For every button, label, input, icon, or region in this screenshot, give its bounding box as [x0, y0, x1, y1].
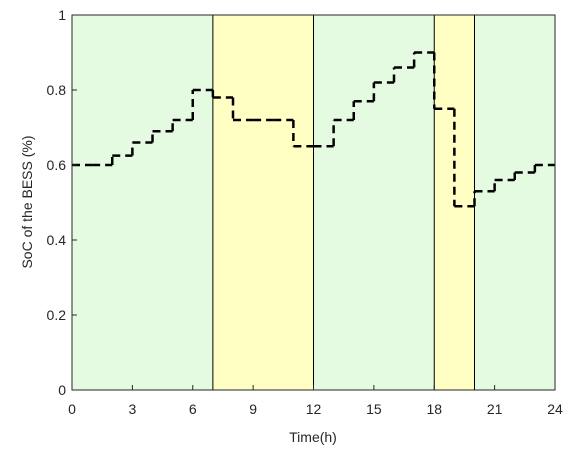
y-tick-label: 0.2 [47, 307, 67, 323]
shaded-region [313, 15, 435, 390]
x-tick-label: 18 [426, 401, 442, 417]
y-tick-label: 1 [58, 7, 66, 23]
y-axis-label: SoC of the BESS (%) [19, 135, 35, 268]
x-tick-label: 12 [306, 401, 322, 417]
y-tick-label: 0.8 [47, 82, 67, 98]
shaded-region [72, 15, 213, 390]
shaded-region [212, 15, 314, 390]
x-axis-label: Time(h) [289, 429, 337, 445]
y-tick-label: 0.4 [47, 232, 67, 248]
x-tick-label: 3 [128, 401, 136, 417]
y-tick-label: 0.6 [47, 157, 67, 173]
x-tick-label: 6 [189, 401, 197, 417]
x-tick-label: 9 [249, 401, 257, 417]
x-tick-label: 21 [487, 401, 503, 417]
x-tick-label: 15 [366, 401, 382, 417]
x-tick-label: 0 [68, 401, 76, 417]
shaded-region [474, 15, 555, 390]
y-tick-label: 0 [58, 382, 66, 398]
x-tick-label: 24 [547, 401, 563, 417]
